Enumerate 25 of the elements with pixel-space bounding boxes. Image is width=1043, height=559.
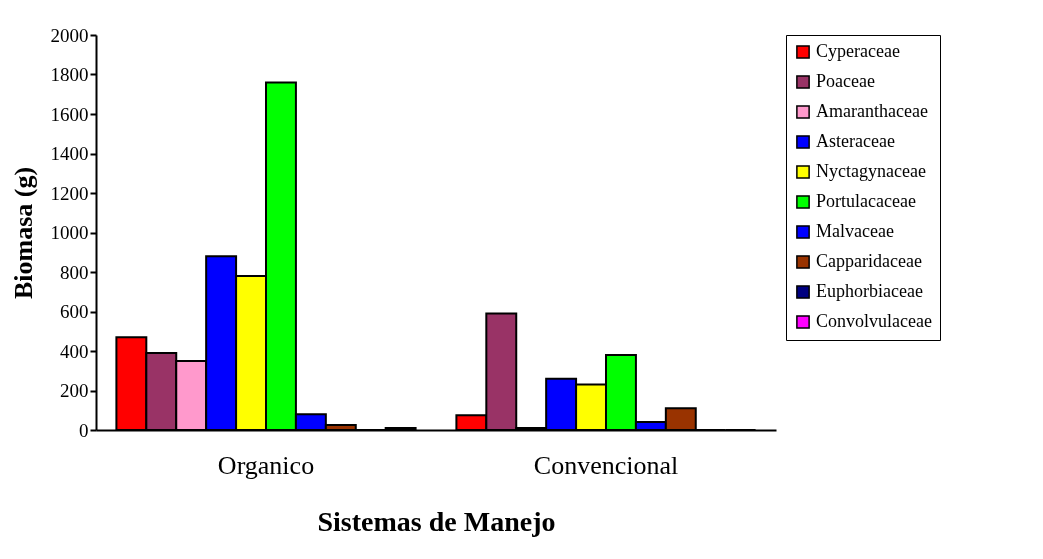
y-tick-label: 200 bbox=[60, 380, 89, 401]
y-tick-label: 800 bbox=[60, 261, 89, 283]
legend-label: Portulacaceae bbox=[816, 191, 916, 211]
y-tick-label: 400 bbox=[60, 340, 89, 362]
x-tick-label: Convencional bbox=[533, 450, 679, 480]
y-tick-label: 2000 bbox=[50, 24, 89, 46]
legend-label: Capparidaceae bbox=[816, 251, 922, 271]
legend-label: Convolvulaceae bbox=[816, 311, 932, 331]
y-tick-label: 0 bbox=[79, 419, 89, 441]
legend-label: Cyperaceae bbox=[816, 41, 900, 61]
x-tick-label: Organico bbox=[217, 450, 315, 480]
legend-label: Euphorbiaceae bbox=[816, 281, 923, 301]
x-axis-title: Sistemas de Manejo bbox=[317, 505, 556, 537]
y-tick-label: 1000 bbox=[50, 222, 89, 243]
y-tick-label: 1400 bbox=[50, 143, 89, 164]
legend-label: Asteraceae bbox=[816, 131, 895, 151]
y-axis-title: Biomasa (g) bbox=[8, 166, 38, 300]
legend-label: Malvaceae bbox=[816, 221, 894, 241]
y-tick-label: 600 bbox=[60, 301, 89, 322]
legend-label: Poaceae bbox=[816, 71, 875, 91]
legend-label: Amaranthaceae bbox=[816, 101, 928, 121]
legend-label: Nyctagynaceae bbox=[816, 161, 926, 181]
y-tick-label: 1600 bbox=[50, 103, 89, 125]
y-tick-label: 1800 bbox=[50, 64, 89, 85]
y-tick-label: 1200 bbox=[50, 182, 89, 204]
